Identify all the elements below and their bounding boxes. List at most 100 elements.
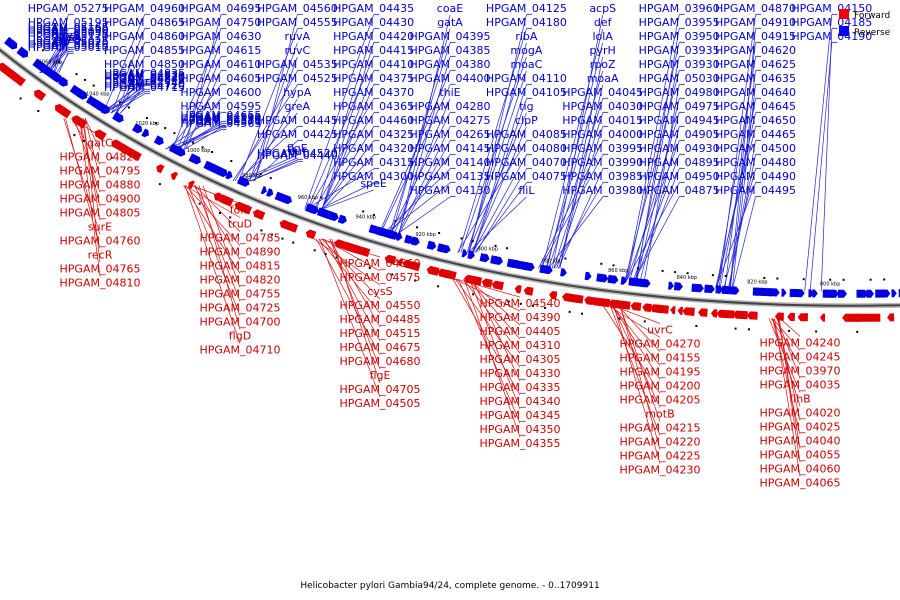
reverse-leader-line [724, 42, 756, 288]
forward-gene-label: HPGAM_04230 [620, 464, 701, 477]
reverse-gene-label: flgE [287, 142, 308, 155]
tick-dot [763, 277, 766, 279]
forward-gene-label: HPGAM_04220 [620, 436, 701, 449]
reverse-gene-label: HPGAM_04835 [104, 67, 185, 80]
reverse-gene-arrow [337, 214, 347, 224]
forward-leader-line [184, 185, 241, 344]
tick-dot [292, 241, 295, 244]
reverse-leader-line [380, 84, 451, 233]
axis-tick-label: 840 kbp [677, 275, 697, 281]
reverse-leader-line [389, 42, 451, 233]
tick-dot [883, 278, 886, 281]
reverse-gene-arrow [438, 243, 451, 254]
reverse-gene-arrow [620, 276, 627, 285]
reverse-leader-line [391, 28, 451, 233]
reverse-leader-line [390, 154, 451, 234]
forward-gene-label: HPGAM_04065 [760, 476, 841, 489]
reverse-gene-label: HPGAM_04110 [486, 72, 567, 85]
reverse-gene-label: HPGAM_04000 [562, 128, 643, 141]
reverse-gene-label: hypA [283, 86, 311, 99]
forward-gene-label: HPGAM_04810 [60, 276, 141, 289]
forward-leader-line [619, 305, 661, 450]
reverse-gene-label: HPGAM_04615 [180, 44, 261, 57]
reverse-gene-label: HPGAM_04865 [104, 16, 185, 29]
tick-dot [869, 278, 872, 281]
forward-gene-label: HPGAM_04890 [200, 246, 281, 259]
reverse-leader-line [120, 84, 145, 114]
forward-gene-label: HPGAM_04805 [60, 206, 141, 219]
forward-gene-arrow [619, 300, 631, 310]
reverse-gene-arrow [176, 147, 186, 157]
reverse-leader-line [239, 112, 298, 182]
reverse-gene-label: HPGAM_04480 [715, 156, 796, 169]
tick-dot [119, 101, 121, 104]
forward-leader-line [319, 238, 381, 398]
tick-dot [544, 307, 547, 309]
reverse-gene-arrow [218, 167, 228, 178]
reverse-leader-line [321, 42, 374, 210]
reverse-gene-label: HPGAM_04125 [486, 2, 567, 15]
reverse-gene-label: HPGAM_04715 [104, 81, 185, 94]
forward-gene-arrow [188, 180, 195, 189]
reverse-gene-label: HPGAM_04135 [410, 170, 491, 183]
legend: Forward Reverse [839, 9, 891, 38]
reverse-gene-label: HPGAM_04085 [486, 128, 567, 141]
tick-dot [73, 134, 76, 137]
forward-gene-label: HPGAM_04785 [200, 232, 281, 245]
tick-dot [612, 264, 615, 267]
reverse-gene-label: HPGAM_04525 [257, 72, 338, 85]
reverse-gene-label: rpoZ [590, 58, 616, 71]
forward-leader-line [194, 185, 241, 232]
reverse-leader-line [304, 14, 374, 210]
reverse-leader-line [390, 112, 451, 233]
tick-dot [724, 275, 727, 277]
forward-gene-arrow [868, 313, 881, 322]
reverse-gene-label: HPGAM_04600 [180, 86, 261, 99]
forward-gene-arrow [481, 278, 493, 288]
reverse-gene-arrow [461, 249, 468, 258]
reverse-leader-line [715, 126, 756, 288]
reverse-gene-label: HPGAM_04870 [715, 2, 796, 15]
reverse-gene-label: HPGAM_04365 [333, 100, 414, 113]
legend-forward-label: Forward [854, 11, 890, 21]
axis-tick-label: 1000 kbp [187, 148, 211, 154]
reverse-leader-line [322, 189, 374, 210]
forward-gene-label: HPGAM_04515 [340, 327, 421, 340]
forward-gene-label: HPGAM_04825 [60, 150, 141, 163]
reverse-gene-label: HPGAM_03980 [562, 184, 643, 197]
reverse-gene-label: HPGAM_04845 [104, 73, 185, 86]
reverse-gene-label: fliL [518, 184, 535, 197]
reverse-leader-line [732, 196, 756, 288]
tick-dot [281, 237, 284, 240]
forward-leader-line [463, 278, 521, 354]
forward-gene-arrow [887, 313, 895, 322]
reverse-leader-line [238, 28, 298, 182]
reverse-gene-arrow [596, 273, 609, 283]
forward-leader-line [612, 305, 661, 408]
tick-dot [173, 132, 176, 135]
reverse-leader-line [185, 70, 222, 150]
tick-dot [372, 213, 375, 216]
reverse-gene-label: HPGAM_04645 [715, 100, 796, 113]
reverse-gene-arrow [132, 123, 143, 134]
forward-gene-arrow [498, 281, 504, 291]
forward-gene-arrow [134, 152, 142, 162]
reverse-gene-label: gatA [437, 16, 463, 29]
forward-gene-arrow [286, 222, 299, 233]
reverse-gene-label: HPGAM_04565 [180, 117, 261, 130]
axis-tick-label: 980 kbp [242, 173, 262, 179]
reverse-gene-label: HPGAM_04015 [562, 114, 643, 127]
reverse-gene-label: HPGAM_04265 [410, 128, 491, 141]
reverse-gene-label: HPGAM_04370 [333, 86, 414, 99]
reverse-gene-label: HPGAM_04320 [333, 142, 414, 155]
reverse-gene-arrow [426, 240, 437, 250]
forward-gene-arrow [630, 302, 642, 311]
tick-dot [320, 196, 323, 199]
reverse-leader-line [321, 126, 374, 210]
forward-gene-label: HPGAM_04880 [60, 178, 141, 191]
reverse-leader-line [308, 98, 374, 210]
forward-leader-line [321, 238, 381, 300]
reverse-gene-label: HPGAM_03950 [639, 30, 720, 43]
reverse-leader-line [165, 112, 222, 150]
forward-leader-line [609, 305, 661, 436]
